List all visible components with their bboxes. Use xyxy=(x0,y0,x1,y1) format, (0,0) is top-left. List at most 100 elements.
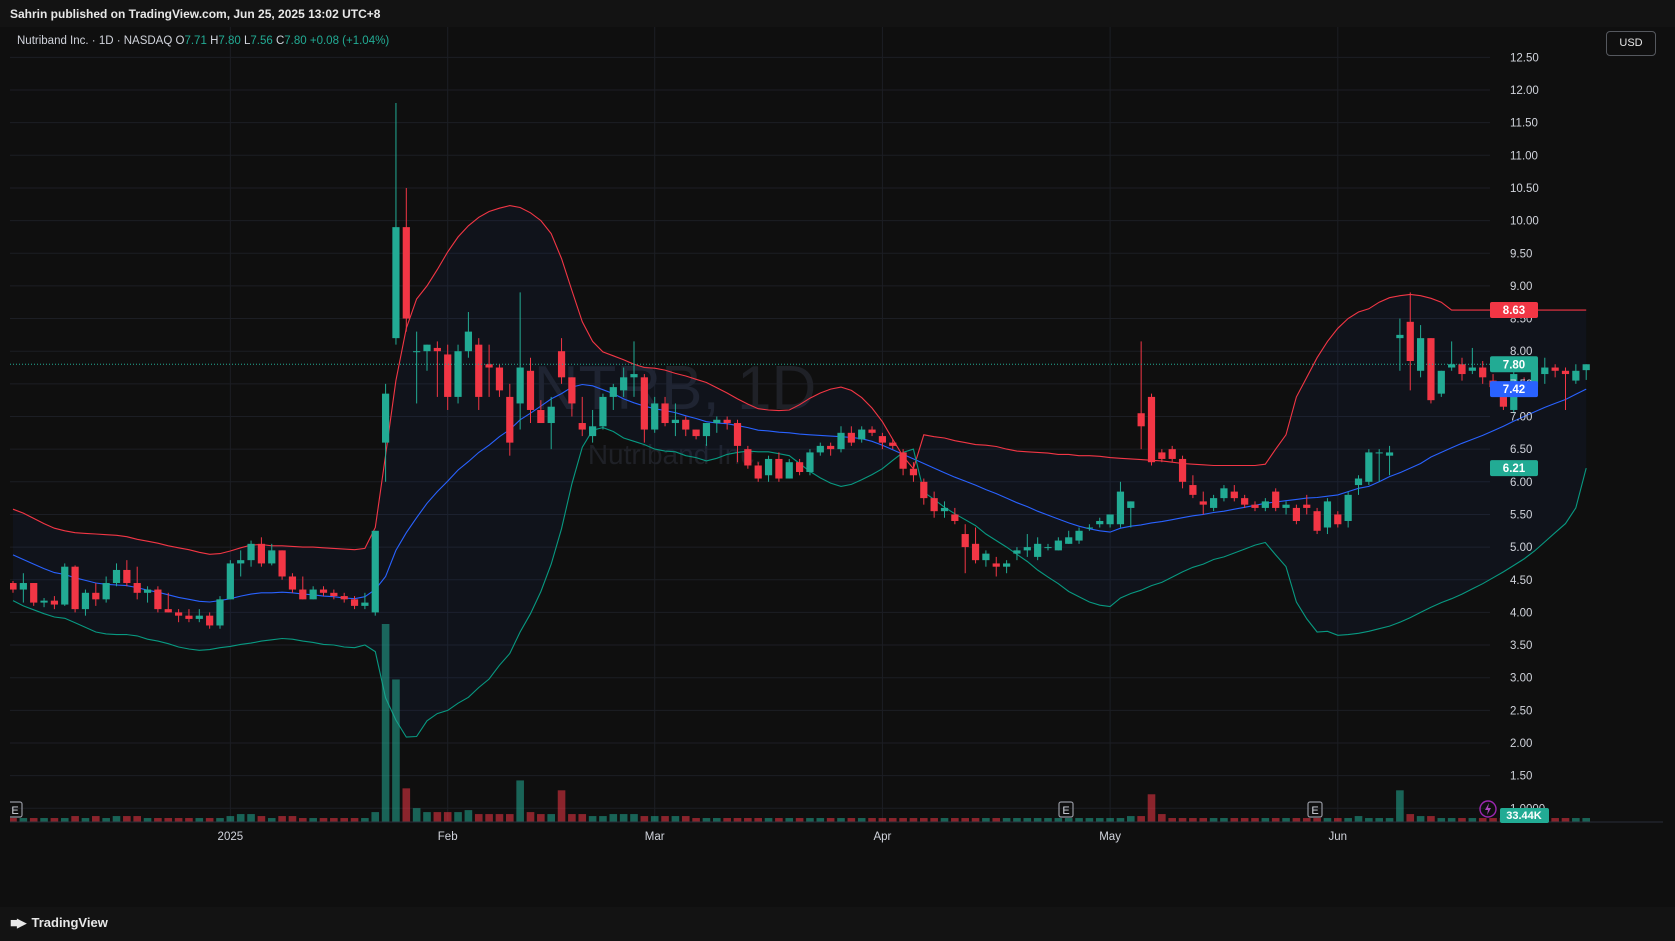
volume-bar xyxy=(1437,818,1446,822)
price-badge-label: 8.63 xyxy=(1503,305,1525,317)
candle-body xyxy=(382,393,390,443)
currency-button[interactable]: USD xyxy=(1606,31,1656,56)
candle-body xyxy=(1251,504,1259,508)
volume-bar xyxy=(1354,816,1363,822)
price-badge-label: 7.42 xyxy=(1503,384,1525,396)
volume-bar xyxy=(154,818,162,822)
candle xyxy=(754,462,762,482)
candle xyxy=(1116,481,1125,528)
candle-body xyxy=(1085,527,1093,529)
volume-bar xyxy=(630,814,638,822)
volume-bar xyxy=(423,812,431,822)
candle-body xyxy=(1561,370,1570,375)
lightning-icon[interactable] xyxy=(1479,800,1497,818)
volume-bar xyxy=(868,818,876,822)
bb-upper-line xyxy=(12,205,1587,555)
candle-body xyxy=(371,530,379,613)
candle xyxy=(216,596,224,629)
candle-body xyxy=(350,599,359,606)
candle-body xyxy=(1344,494,1352,521)
volume-bar xyxy=(412,808,421,822)
volume-bar xyxy=(713,818,721,822)
candle-body xyxy=(299,589,307,600)
price-tick-label: 12.00 xyxy=(1510,85,1539,97)
candle xyxy=(640,374,648,443)
time-axis[interactable]: 2025 Feb Mar Apr May Jun xyxy=(10,821,1663,843)
candle-body xyxy=(1334,514,1342,525)
volume-bar xyxy=(454,812,462,822)
candle xyxy=(133,566,141,600)
legend-symbol: Nutriband Inc. · 1D · NASDAQ xyxy=(17,35,173,47)
volume-bar xyxy=(392,679,400,822)
volume-bar xyxy=(226,816,235,822)
volume-bar xyxy=(174,818,183,822)
candle-body xyxy=(92,592,100,600)
candle-body xyxy=(1530,367,1539,388)
volume-bar xyxy=(971,818,980,822)
volume-bar xyxy=(940,818,949,822)
candle xyxy=(464,312,472,358)
candle xyxy=(568,377,576,417)
candle xyxy=(361,592,369,610)
legend-c-label: C xyxy=(275,35,285,47)
candle xyxy=(713,416,721,433)
volume-bar xyxy=(557,790,566,822)
band-fill xyxy=(13,205,1587,738)
volume-bar xyxy=(1106,818,1114,822)
volume-bar xyxy=(837,818,845,822)
volume-bar xyxy=(195,818,204,822)
candle-body xyxy=(620,377,628,391)
earnings-e-icon[interactable]: E xyxy=(1307,801,1323,818)
candle xyxy=(247,540,255,567)
candle xyxy=(1385,445,1394,476)
candle xyxy=(402,187,410,332)
candle-body xyxy=(847,432,855,443)
time-tick-label: Apr xyxy=(873,831,891,843)
tradingview-logo[interactable]: ■▶ TradingView xyxy=(10,915,108,931)
volume-bar xyxy=(930,818,938,822)
volume-bar xyxy=(40,818,48,822)
candle xyxy=(309,586,317,600)
candle-body xyxy=(102,583,110,600)
candle xyxy=(951,507,959,525)
time-tick-label: Feb xyxy=(438,831,458,843)
volume-bar xyxy=(164,818,173,822)
candle-body xyxy=(112,569,121,584)
lightning-bolt xyxy=(1485,803,1491,815)
earnings-e-icon[interactable]: E xyxy=(1058,801,1074,818)
candle-body xyxy=(1292,507,1300,521)
candle xyxy=(175,609,183,623)
candle-body xyxy=(682,419,690,430)
candle-body xyxy=(992,563,1000,567)
candle xyxy=(1448,341,1456,371)
candle xyxy=(526,357,535,424)
volume-bar xyxy=(361,818,369,822)
time-tick-label: 2025 xyxy=(218,831,244,843)
chart-frame[interactable]: NTRB, 1D Nutriband Inc. 12.50 12.00 11.50 1… xyxy=(10,27,1663,907)
volume-bar xyxy=(878,818,887,822)
candle-body xyxy=(454,351,462,397)
volume-bar xyxy=(537,814,545,822)
candle-body xyxy=(568,377,576,404)
earnings-e-icon[interactable]: E xyxy=(10,801,23,818)
chart-svg[interactable]: NTRB, 1D Nutriband Inc. 12.5012.0011.501… xyxy=(10,27,1663,907)
volume-bar xyxy=(309,818,317,822)
candle-body xyxy=(1479,367,1487,378)
volume-bar xyxy=(1230,818,1239,822)
candle xyxy=(195,609,203,623)
price-axis[interactable]: 12.50 12.00 11.50 11.00 10.50 10.00 9.50 9.00 8.… xyxy=(1510,52,1545,815)
candle xyxy=(143,586,152,603)
price-tick-label: 5.50 xyxy=(1510,509,1532,521)
candle-body xyxy=(868,429,876,433)
candle-body xyxy=(878,436,886,443)
volume-bar xyxy=(1127,816,1135,822)
candle-body xyxy=(1468,367,1476,371)
candle-body xyxy=(692,429,700,437)
candle xyxy=(1085,524,1093,531)
volume-bar xyxy=(1158,814,1166,822)
volume-bar xyxy=(319,818,328,822)
volume-bar xyxy=(1292,818,1301,822)
price-tick-label: 5.00 xyxy=(1510,542,1532,554)
candle-body xyxy=(1499,393,1507,407)
